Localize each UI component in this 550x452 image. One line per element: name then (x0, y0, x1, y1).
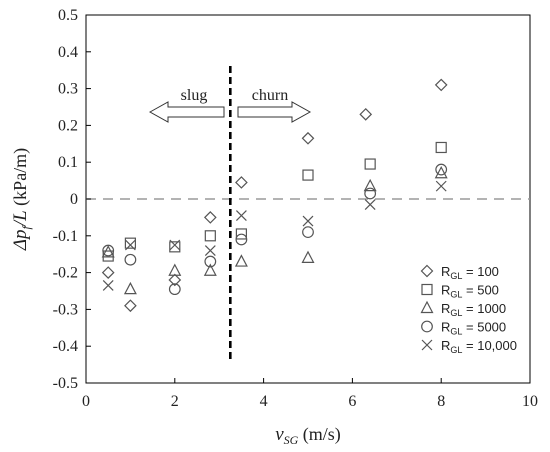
data-point-diamond (101, 266, 115, 279)
legend-marker-x (421, 339, 433, 351)
data-point-square (435, 141, 447, 154)
y-tick-label: -0.3 (53, 301, 78, 318)
legend-marker-square (421, 283, 433, 296)
x-axis-title: vSG (m/s) (275, 424, 341, 447)
data-point-circle (235, 233, 248, 246)
data-point-x (435, 180, 447, 192)
y-tick-label: 0.2 (58, 117, 78, 134)
data-point-square (204, 230, 216, 242)
y-tick-label: 0.4 (58, 44, 78, 61)
x-tick-label: 0 (82, 393, 90, 410)
y-axis-rest: /L (10, 210, 31, 227)
churn-arrow (237, 101, 312, 123)
y-axis-unit: (kPa/m) (10, 148, 31, 211)
data-point-triangle (203, 263, 217, 276)
y-tick-label: -0.1 (53, 228, 78, 245)
legend-marker-diamond (420, 264, 434, 278)
data-point-x (235, 210, 247, 221)
x-axis-unit: (m/s) (298, 424, 341, 445)
y-tick-label: 0.1 (58, 154, 78, 171)
data-point-triangle (363, 178, 377, 192)
data-point-circle (204, 255, 217, 268)
data-point-x (169, 239, 181, 251)
data-point-triangle (123, 281, 137, 295)
data-point-circle (435, 163, 448, 176)
data-point-square (169, 241, 181, 253)
slug-arrow (148, 101, 225, 123)
data-point-square (302, 169, 314, 181)
x-tick-label: 10 (522, 393, 538, 410)
data-point-x (364, 199, 376, 210)
data-point-triangle (234, 254, 248, 267)
y-tick-label: -0.2 (53, 265, 78, 282)
x-axis-var: v (275, 424, 284, 445)
data-point-diamond (168, 273, 182, 287)
y-axis-title: Δpf/L (kPa/m) (10, 148, 33, 251)
legend-marker-triangle (420, 300, 434, 314)
axis-ticks: 0 2 4 6 8 10 -0.5 -0.4 -0.3 -0.2 -0.1 0 0.1 0.2 0.3 0.4… (53, 7, 538, 410)
x-tick-label: 8 (437, 393, 445, 410)
data-point-triangle (168, 263, 182, 276)
data-point-diamond (359, 108, 373, 121)
data-point-diamond (124, 299, 137, 313)
y-tick-label: 0 (70, 191, 78, 208)
data-point-x (124, 239, 136, 251)
data-point-x (302, 215, 314, 227)
x-tick-label: 4 (260, 393, 268, 410)
y-tick-label: -0.5 (53, 375, 78, 392)
y-tick-label: 0.5 (58, 7, 78, 24)
slug-label: slug (181, 87, 208, 104)
legend-entry-label: RGL = 10,000 (441, 338, 517, 355)
data-point-triangle (434, 165, 448, 179)
data-point-square (124, 237, 137, 249)
legend-entry-label: RGL = 5000 (441, 320, 506, 337)
data-point-diamond (301, 131, 315, 145)
y-axis-var: Δp (10, 230, 31, 252)
data-point-square (364, 158, 376, 170)
data-point-circle (168, 283, 181, 296)
legend-entry-label: RGL = 1000 (441, 301, 506, 318)
y-tick-label: 0.3 (58, 81, 78, 98)
data-point-square (235, 228, 247, 240)
data-point-circle (102, 244, 115, 257)
data-point-triangle (101, 245, 115, 258)
data-point-circle (124, 253, 137, 266)
data-point-triangle (301, 250, 315, 263)
churn-label: churn (252, 87, 288, 104)
data-points (101, 78, 448, 313)
data-point-diamond (434, 78, 448, 92)
legend-entry-label: RGL = 500 (441, 283, 499, 300)
legend-entry-label: RGL = 100 (441, 264, 499, 281)
data-point-circle (302, 226, 314, 239)
data-point-x (102, 280, 114, 291)
y-axis-sub: f (19, 225, 33, 230)
data-point-diamond (235, 176, 248, 189)
legend-marker-circle (421, 320, 433, 333)
data-point-circle (364, 187, 377, 200)
x-axis-sub: SG (284, 433, 299, 447)
data-point-x (204, 245, 216, 256)
x-tick-label: 2 (171, 393, 179, 410)
data-point-diamond (203, 211, 217, 224)
y-tick-label: -0.4 (53, 338, 78, 355)
x-tick-label: 6 (348, 393, 356, 410)
